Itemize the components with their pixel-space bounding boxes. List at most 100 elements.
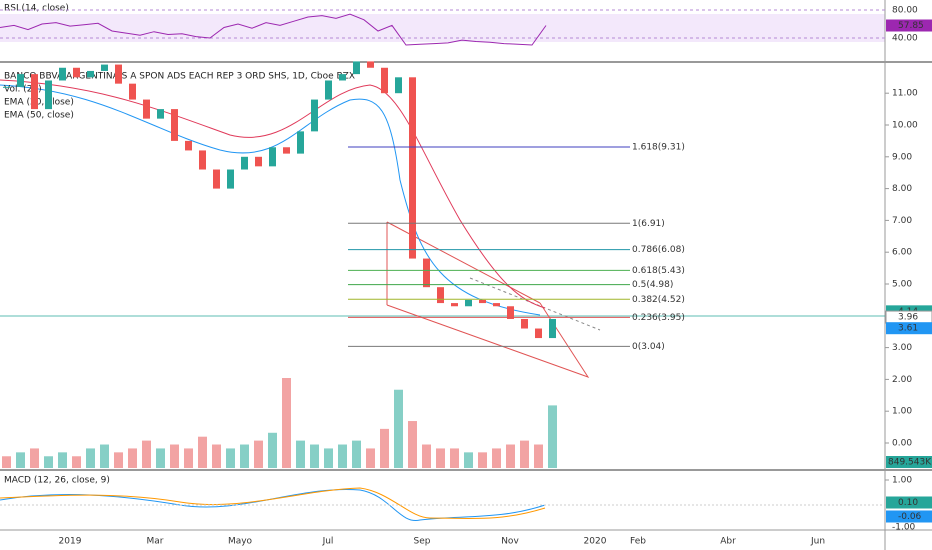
volume-bar [366,448,375,468]
candle [213,169,220,189]
candle [227,169,234,189]
candle [311,99,318,132]
volume-bar [86,448,95,468]
price-badge [886,322,932,335]
candle [255,156,262,167]
volume-bar [114,452,123,468]
candle [73,67,80,78]
volume-bar [534,444,543,468]
price-tick-label: 6.00 [892,248,912,258]
volume-badge [886,456,932,468]
price-tick-label: 8.00 [892,184,912,194]
time-label: Mayo [228,537,253,547]
volume-badge-label: 849.543K [888,458,932,468]
fib-label: 0.786(6.08) [632,245,685,255]
rsi-tick-label: 80.00 [892,6,918,16]
candle [269,147,276,167]
indicator: EMA (50, close) [4,111,74,121]
candle [3,86,10,88]
candle [465,299,472,307]
volume-bar [212,444,221,468]
fib-label: 0.236(3.95) [632,313,685,323]
time-label: 2020 [584,537,607,547]
macd-badge [886,510,932,523]
candle [493,303,500,307]
candle [409,77,416,259]
volume-bar [324,448,333,468]
volume-bar [380,428,389,468]
price-badge-label: 3.96 [898,313,918,323]
volume-bar [478,452,487,468]
volume-bar [2,456,11,468]
candle [535,328,542,339]
candle [423,258,430,288]
price-tick-label: 2.00 [892,375,912,385]
volume-bar [254,440,263,468]
volume-bar [520,440,529,468]
volume-bar [394,389,403,468]
fib-label: 1.618(9.31) [632,142,685,152]
macd-badge-label: 0.10 [898,498,918,508]
macd-title: MACD (12, 26, close, 9) [4,476,110,486]
volume-bar [58,452,67,468]
volume-bar [310,444,319,468]
volume-bar [184,448,193,468]
macd-tick-label: 1.00 [892,476,912,486]
volume-bar [450,448,459,468]
volume-bar [72,456,81,468]
candle [395,77,402,94]
volume-bar [338,444,347,468]
price-tick-label: 10.00 [892,121,918,131]
volume-bar [422,444,431,468]
price-tick-label: 3.00 [892,343,912,353]
price-tick-label: 9.00 [892,152,912,162]
indicator: EMA (20, close) [4,98,74,108]
candle [31,74,38,110]
volume-bar [16,452,25,468]
volume-bar [100,444,109,468]
candle [59,67,66,81]
time-label: Jul [322,537,334,547]
volume-bar [282,378,291,468]
time-label: Sep [414,537,431,547]
symbol-title: BANCO BBVA ARGENTINA S A SPON ADS EACH R… [4,72,355,82]
fib-label: 0.382(4.52) [632,295,685,305]
rsi-line [0,13,547,46]
volume-bar [436,448,445,468]
candle [199,150,206,170]
volume-bar [492,448,501,468]
volume-bar [352,440,361,468]
volume-bar [44,456,53,468]
candle [241,156,248,170]
price-badge-label: 3.61 [898,324,918,334]
volume-bar [408,421,417,468]
volume-bar [30,448,39,468]
macd-badge [886,496,932,509]
candle [143,99,150,119]
volume-bar [268,432,277,468]
fib-label: 0.5(4.98) [632,280,673,290]
candle [549,318,556,339]
rsi-badge [886,19,932,32]
time-label: 2019 [59,537,82,547]
candle [437,287,444,304]
candle [297,131,304,154]
volume-bar [464,452,473,468]
candle [367,61,374,68]
volume-bar [128,448,137,468]
candle [451,303,458,307]
candle [101,64,108,71]
candle [17,74,24,87]
macd-tick-label: -1.00 [892,523,916,533]
candle [325,80,332,100]
candle [157,109,164,119]
price-tick-label: 0.00 [892,439,912,449]
time-label: Nov [501,537,519,547]
price-tick-label: 1.00 [892,407,912,417]
fib-label: 0(3.04) [632,342,665,352]
candle [171,109,178,141]
volume-bar [142,440,151,468]
volume-bar [240,444,249,468]
candle [479,299,486,304]
